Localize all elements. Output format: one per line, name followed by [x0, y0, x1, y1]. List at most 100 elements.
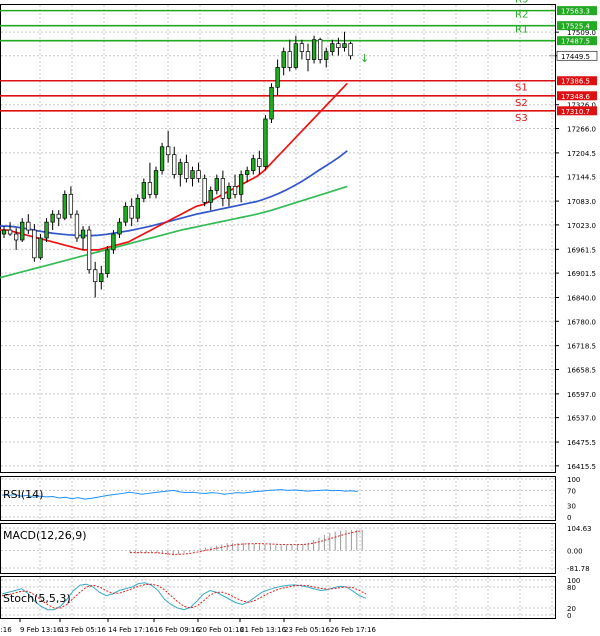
axis-layer: 17509.0 17449.5 17326.0 17266.0 17204.5 17144…: [0, 6, 598, 634]
stoch-frame: [0, 576, 556, 619]
candle[interactable]: [299, 39, 305, 60]
price-tick-label: 16475.5: [567, 439, 596, 447]
candle[interactable]: [1, 226, 7, 238]
candle[interactable]: [86, 226, 92, 274]
candle[interactable]: [336, 37, 341, 56]
candle-body-bull: [324, 51, 329, 60]
candle[interactable]: [287, 39, 292, 72]
candle-body-bull: [251, 158, 256, 171]
candle[interactable]: [342, 31, 347, 52]
candle-body-bull: [141, 182, 146, 199]
candle[interactable]: [348, 41, 353, 60]
candle-body-bull: [105, 249, 110, 275]
candle[interactable]: [330, 39, 335, 56]
candle[interactable]: [80, 226, 86, 250]
candle[interactable]: [281, 47, 286, 76]
candle-body-bear: [56, 213, 61, 219]
candle[interactable]: [178, 158, 183, 187]
level-tag-text: 17348.6: [561, 93, 590, 101]
candle[interactable]: [153, 166, 159, 199]
price-tick-label: 16718.5: [567, 343, 596, 351]
candle[interactable]: [190, 166, 195, 187]
level-tag-text: 17487.5: [561, 38, 590, 46]
candle[interactable]: [275, 59, 280, 96]
candle-body-bull: [80, 229, 86, 239]
price-tick-label: 17326.0: [567, 102, 596, 110]
macd-panel: 104.63 0.00 -81.78 MACD(12,26,9): [1, 525, 592, 573]
candle[interactable]: [257, 150, 262, 175]
candle-body-bear: [172, 154, 177, 175]
candle[interactable]: [293, 35, 298, 70]
candle[interactable]: [311, 35, 317, 64]
level-tag-text: 17310.7: [561, 108, 590, 116]
candle[interactable]: [117, 218, 122, 238]
candle[interactable]: [99, 265, 104, 290]
candle[interactable]: [38, 234, 43, 260]
candle[interactable]: [129, 198, 134, 227]
candle[interactable]: [14, 228, 19, 250]
tick-label: 70: [567, 487, 576, 495]
candle[interactable]: [318, 37, 323, 64]
candle[interactable]: [20, 218, 25, 242]
candle[interactable]: [7, 222, 13, 237]
candle-body-bear: [220, 178, 226, 199]
candle[interactable]: [269, 83, 274, 123]
level-tag-text: 17386.5: [561, 78, 590, 86]
candle[interactable]: [251, 154, 256, 175]
candle[interactable]: [238, 170, 244, 203]
candle[interactable]: [245, 166, 250, 183]
candle[interactable]: [147, 162, 153, 199]
candle-body-bull: [275, 67, 280, 88]
candle[interactable]: [196, 162, 201, 183]
candle[interactable]: [135, 194, 140, 223]
candle[interactable]: [141, 178, 146, 203]
candle-body-bear: [257, 158, 262, 167]
candle[interactable]: [202, 174, 207, 207]
candle[interactable]: [26, 214, 31, 235]
candle[interactable]: [220, 170, 226, 207]
candle[interactable]: [62, 190, 67, 221]
candle-body-bull: [330, 43, 335, 52]
candle-body-bear: [26, 221, 31, 231]
candle[interactable]: [105, 245, 110, 278]
candle[interactable]: [74, 210, 80, 242]
candle[interactable]: [93, 261, 98, 298]
level-tag-r3: [557, 6, 597, 16]
candle-body-bear: [184, 162, 189, 179]
level-tag-r2: [557, 21, 597, 31]
candle[interactable]: [324, 47, 329, 68]
candle[interactable]: [32, 224, 37, 262]
candle-body-bear: [74, 213, 80, 239]
candle[interactable]: [111, 230, 116, 254]
candle-body-bull: [226, 186, 232, 199]
candle-body-bear: [129, 205, 134, 219]
tick-label: 80: [567, 584, 576, 592]
candle[interactable]: [184, 154, 189, 183]
time-label: 16 Feb 09:16: [154, 626, 200, 634]
candle[interactable]: [232, 174, 238, 199]
level-label-r1: R1: [515, 25, 528, 36]
candle[interactable]: [159, 142, 165, 175]
candle[interactable]: [214, 174, 219, 195]
candle[interactable]: [305, 43, 311, 72]
candle[interactable]: [166, 130, 171, 163]
candle[interactable]: [123, 202, 128, 227]
candle[interactable]: [56, 210, 61, 227]
stoch-k-line: [1, 582, 367, 611]
candle[interactable]: [50, 210, 55, 231]
candle-body-bear: [299, 43, 305, 52]
candle[interactable]: [226, 182, 232, 207]
candle-body-bull: [153, 170, 159, 195]
price-tick-label: 16840.0: [567, 294, 596, 302]
candle[interactable]: [44, 218, 49, 242]
candle[interactable]: [208, 186, 213, 211]
candle-body-bull: [178, 162, 183, 175]
level-label-s3: S3: [515, 113, 528, 124]
candle[interactable]: [263, 115, 268, 171]
level-tag-text: 17525.4: [561, 23, 590, 31]
macd-frame: [0, 523, 556, 574]
candle[interactable]: [68, 186, 74, 219]
candle[interactable]: [172, 146, 177, 179]
